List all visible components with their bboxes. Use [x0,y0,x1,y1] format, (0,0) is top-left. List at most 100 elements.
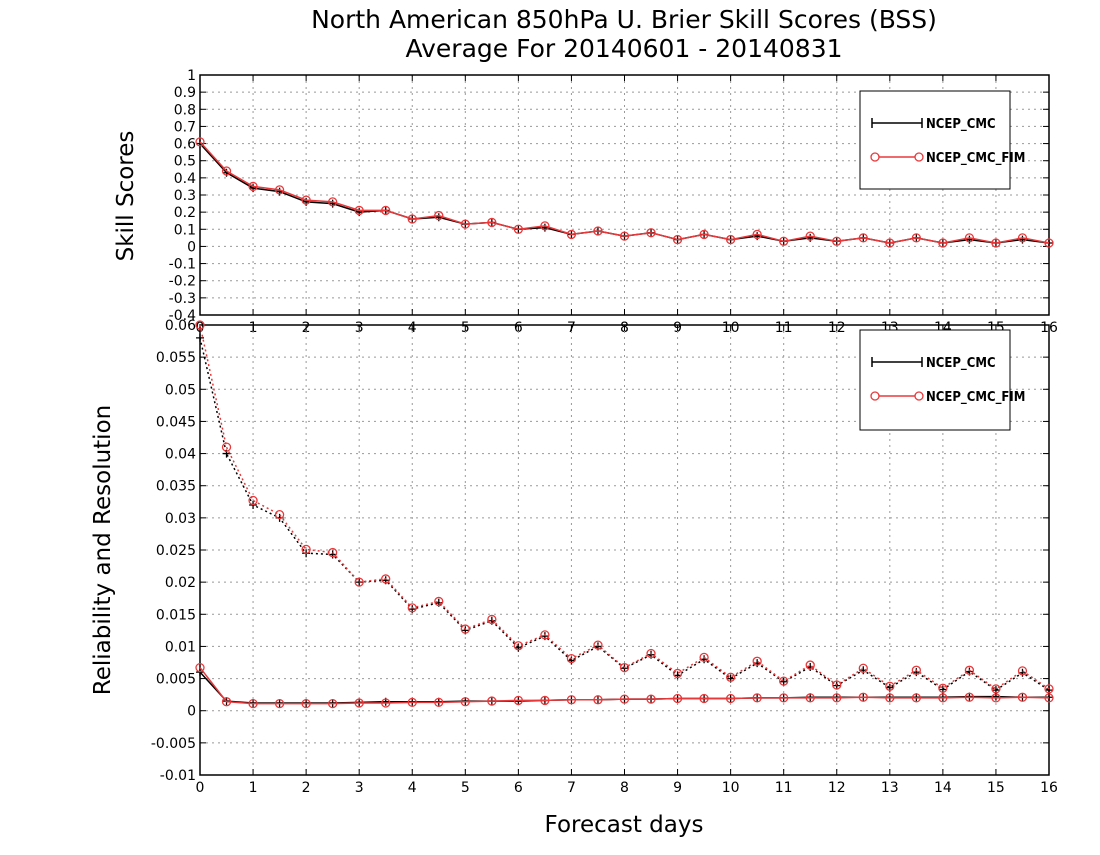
data-point [911,233,921,243]
data-point [381,574,391,584]
x-tick-label: 1 [249,780,258,796]
data-point [964,665,975,675]
x-tick-label: 3 [355,780,364,796]
data-point [301,195,311,205]
legend-box [859,90,1011,190]
data-point [195,662,205,673]
data-point [725,693,736,704]
y-tick-label: 0.035 [156,479,196,495]
data-point [487,614,497,625]
legend-label: NCEP_CMC_FIM [926,151,1025,166]
x-axis-label: Forecast days [545,812,704,838]
series-line [199,141,1050,244]
data-point [1017,692,1028,702]
chart-panel-1: 0 1 2 3 4 5 6 7 8 9 10 11 12 13 14 15 16-0.4-0.3-0.2-0.1… [169,68,1058,336]
data-point [858,692,868,702]
data-point [752,229,762,240]
data-point [725,234,736,245]
data-point [779,236,789,246]
y-tick-label: 0.7 [174,119,196,135]
x-tick-label: 14 [934,780,952,796]
data-point [725,672,736,682]
data-point [593,695,603,705]
data-point [1044,238,1054,248]
data-point [434,697,444,708]
x-tick-label: 5 [461,780,470,796]
data-point [672,668,683,679]
x-tick-label: 0 [196,780,205,796]
y-tick-label: 0.03 [165,511,196,527]
data-point [355,578,364,587]
data-point [619,231,630,241]
legend-marker [870,152,880,162]
data-point [779,693,789,703]
y-tick-label: 0.045 [156,414,196,430]
series-dotted-ncep-cmc-fim [195,320,1054,694]
data-point [1017,666,1028,676]
data-point [248,495,258,506]
data-point [434,596,444,607]
x-tick-label: 10 [722,780,740,796]
data-point [354,577,364,587]
data-point [513,641,524,651]
y-tick-label: 0.01 [165,639,196,655]
y-tick-label: 0.04 [165,447,196,463]
y-tick-label: 0.015 [156,607,196,623]
y-tick-label: 0.055 [156,350,196,366]
y-tick-label: 0.05 [165,382,196,398]
data-point [964,692,975,702]
data-point [460,697,470,707]
data-point [885,693,895,703]
data-point [460,624,470,634]
y-tick-label: 0.5 [174,154,196,170]
legend-label: NCEP_CMC [926,117,996,132]
legend-label: NCEP_CMC_FIM [926,390,1025,405]
data-point [858,663,868,673]
y-tick-label: 0.06 [165,318,196,334]
data-point [566,695,577,705]
data-point [248,181,258,192]
data-point [964,233,975,243]
data-point [619,662,630,673]
data-point [566,653,577,664]
data-point [513,224,524,234]
data-point [593,226,603,236]
data-point [911,665,921,675]
y-tick-label: -0.3 [169,291,196,307]
x-tick-label: 9 [673,780,682,796]
data-point [381,205,391,216]
data-point [328,698,338,709]
data-point [911,693,921,703]
data-point [513,695,524,706]
data-point [354,205,364,216]
data-point [885,681,895,691]
data-point [672,234,683,245]
data-point [938,693,948,703]
legend-box [859,329,1011,431]
data-point [805,693,815,703]
chart-title-line2: Average For 20140601 - 20140831 [405,34,842,63]
x-tick-label: 16 [1040,780,1058,796]
data-point [619,694,630,704]
y-tick-label: -0.01 [160,768,196,784]
x-tick-label: 7 [567,780,576,796]
data-point [699,693,709,704]
y-tick-label: -0.4 [169,308,196,324]
data-point [752,656,762,666]
legend-marker [870,391,880,401]
data-point [487,217,497,228]
data-point [301,698,311,709]
y-tick-label: 0.6 [174,137,196,153]
data-point [991,684,1001,694]
data-point [832,693,842,703]
data-point [779,676,789,686]
data-point [221,442,232,452]
data-point [274,698,285,709]
series-ncep-cmc-fim [195,662,1054,709]
data-point [805,660,815,670]
data-point [885,238,895,248]
data-point [832,680,842,690]
series-ncep-cmc-fim [195,137,1054,248]
series-line [199,667,1050,705]
